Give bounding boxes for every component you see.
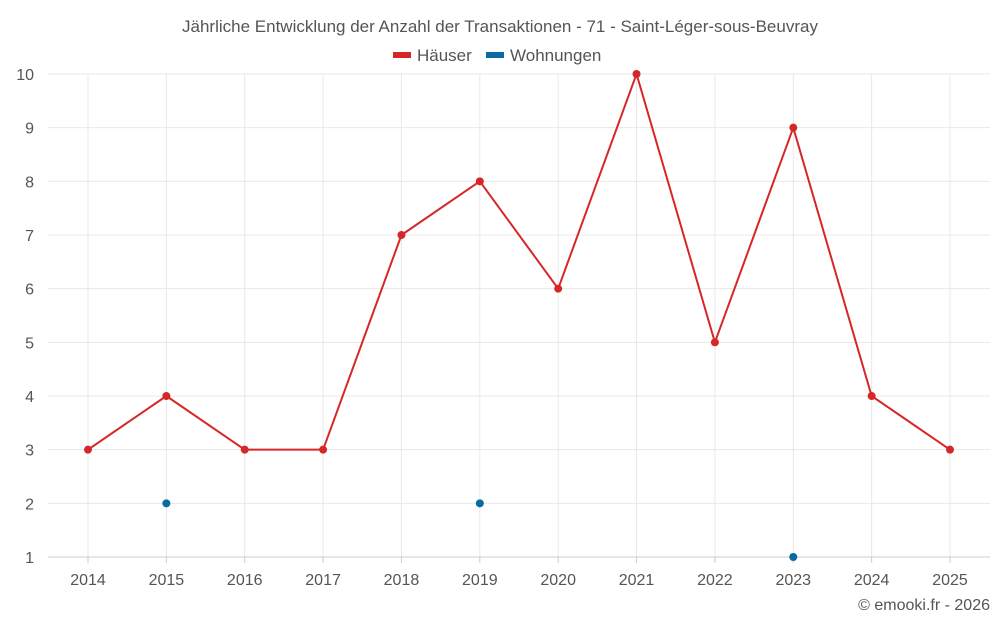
axes: 1 2 3 4 5 6 7 8 9 10 2014 2015 2016 2017 2018 2019 2020 2…: [16, 67, 990, 589]
data-point-haeuser[interactable]: [319, 445, 328, 454]
legend-label-haeuser: Häuser: [417, 46, 472, 65]
series-line-haeuser: [87, 73, 951, 451]
y-tick-label: 7: [25, 228, 34, 245]
x-tick-label: 2015: [149, 572, 185, 589]
legend-swatch-haeuser: [393, 52, 411, 58]
x-tick-label: 2021: [619, 572, 655, 589]
y-tick-label: 9: [25, 121, 34, 138]
data-point-wohnungen[interactable]: [789, 553, 798, 561]
series-haeuser: [84, 70, 954, 454]
y-tick-label: 4: [25, 389, 34, 406]
legend-item-haeuser[interactable]: Häuser: [393, 46, 472, 65]
x-tick-label: 2020: [540, 572, 576, 589]
data-point-haeuser[interactable]: [162, 392, 171, 400]
data-point-haeuser[interactable]: [789, 123, 798, 132]
data-point-haeuser[interactable]: [946, 445, 954, 454]
y-tick-label: 8: [25, 174, 34, 191]
y-tick-label: 3: [25, 443, 34, 460]
series-wohnungen: [162, 499, 798, 561]
x-tick-label: 2023: [775, 572, 811, 589]
y-tick-label: 5: [25, 335, 34, 352]
chart-title: Jährliche Entwicklung der Anzahl der Tra…: [182, 17, 818, 36]
data-point-haeuser[interactable]: [240, 445, 249, 454]
data-point-haeuser[interactable]: [710, 338, 719, 347]
y-tick-label: 2: [25, 496, 34, 513]
x-tick-label: 2024: [854, 572, 890, 589]
data-point-haeuser[interactable]: [84, 445, 92, 454]
legend: Häuser Wohnungen: [393, 46, 601, 65]
y-tick-label: 1: [25, 550, 34, 567]
y-tick-label: 10: [16, 67, 34, 84]
x-tick-label: 2019: [462, 572, 498, 589]
data-point-haeuser[interactable]: [867, 392, 876, 400]
data-point-wohnungen[interactable]: [475, 499, 484, 508]
x-tick-label: 2022: [697, 572, 733, 589]
data-point-haeuser[interactable]: [475, 177, 484, 186]
x-tick-label: 2025: [932, 572, 968, 589]
data-point-haeuser[interactable]: [554, 284, 563, 293]
legend-item-wohnungen[interactable]: Wohnungen: [486, 46, 601, 65]
series: [84, 70, 954, 561]
data-point-haeuser[interactable]: [632, 70, 641, 78]
data-point-wohnungen[interactable]: [162, 499, 171, 508]
legend-label-wohnungen: Wohnungen: [510, 46, 601, 65]
credit-text: © emooki.fr - 2026: [858, 597, 990, 614]
y-tick-label: 6: [25, 282, 34, 299]
x-tick-label: 2016: [227, 572, 263, 589]
x-tick-label: 2014: [70, 572, 106, 589]
legend-swatch-wohnungen: [486, 52, 504, 58]
x-tick-label: 2018: [384, 572, 420, 589]
data-point-haeuser[interactable]: [397, 231, 406, 239]
x-tick-label: 2017: [305, 572, 341, 589]
